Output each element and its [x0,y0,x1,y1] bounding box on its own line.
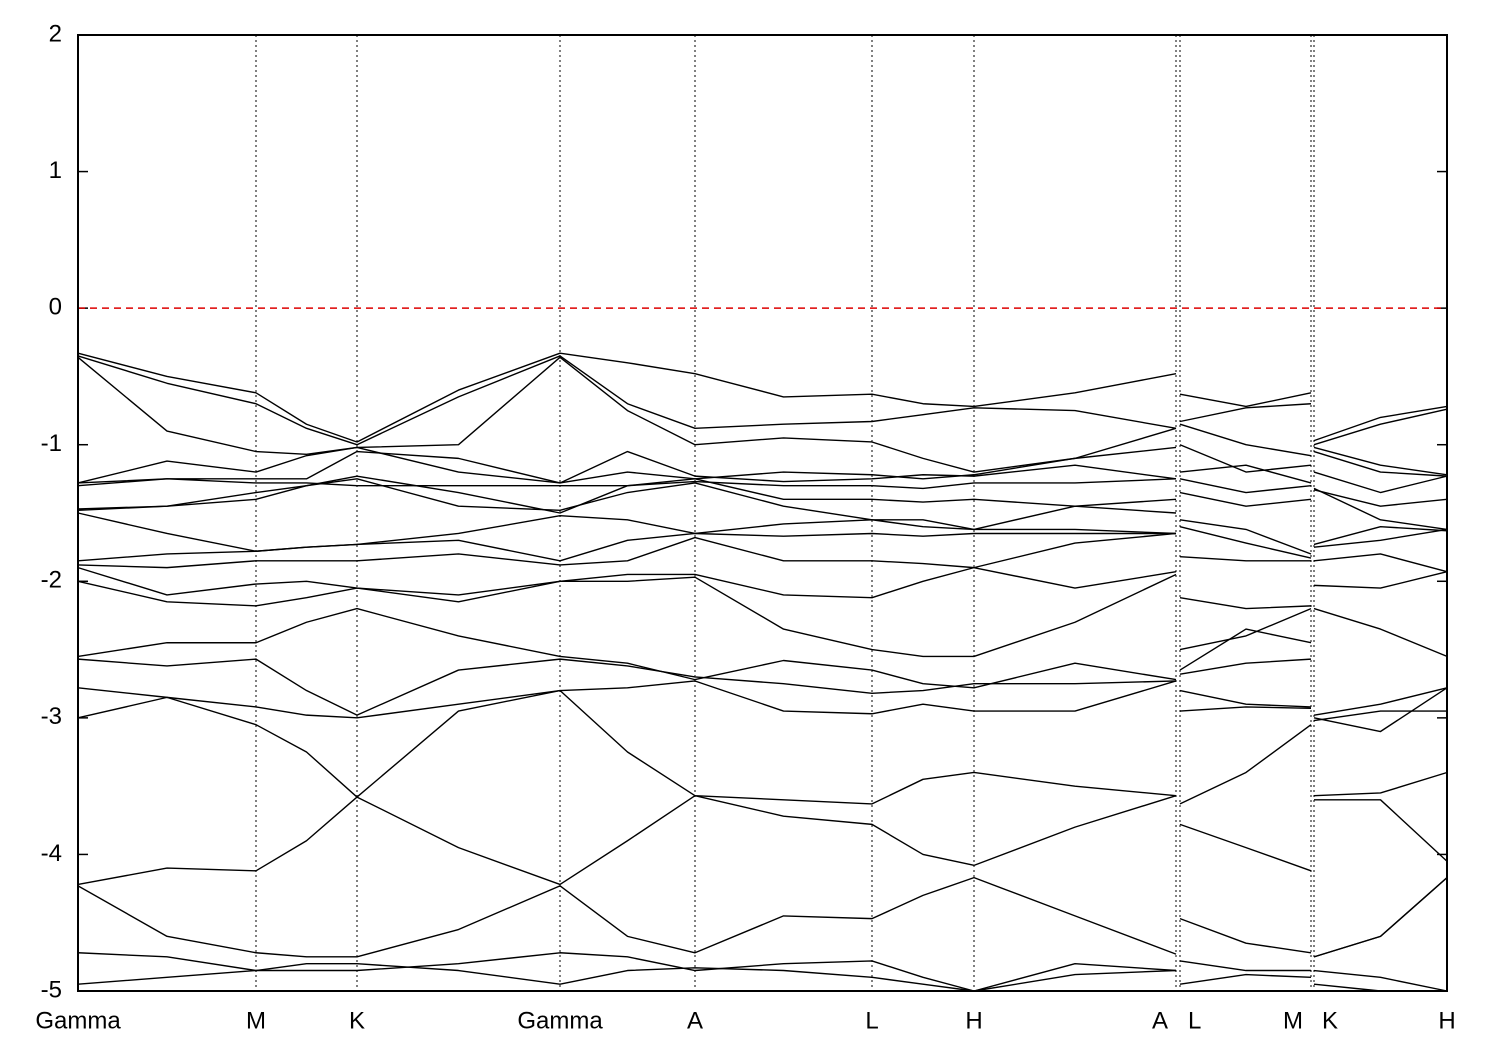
x-tick-label: Gamma [35,1007,121,1034]
band-line [77,450,1448,494]
band-line [77,952,1448,992]
x-tick-label: M [1283,1007,1303,1034]
x-tick-label: Gamma [517,1007,603,1034]
y-tick-label: 1 [49,157,62,184]
x-tick-label: L [865,1007,878,1034]
band-line [77,658,1447,722]
x-tick-label: A [687,1007,703,1034]
band-line [77,355,1448,446]
band-line [77,356,1448,476]
band-line [77,532,1448,610]
y-tick-label: -1 [41,430,62,457]
band-line [77,689,1448,862]
x-tick-label: K [349,1007,365,1034]
x-tick-label: H [965,1007,982,1034]
y-tick-label: -4 [41,840,62,867]
x-tick-label: K [1322,1007,1338,1034]
band-line [77,478,1448,555]
y-tick-label: -3 [41,703,62,730]
band-line [77,475,1448,514]
x-tick-label: L [1188,1007,1201,1034]
band-line [77,680,1448,797]
y-tick-label: -2 [41,567,62,594]
y-tick-label: 2 [49,20,62,47]
x-tick-label: H [1438,1007,1455,1034]
y-tick-label: -5 [41,976,62,1003]
band-line [77,876,1448,958]
y-tick-label: 0 [49,293,62,320]
plot-frame [77,34,1448,992]
band-line [77,566,1448,658]
band-line [77,573,1448,716]
band-line [77,352,1448,443]
band-line [77,532,1448,573]
x-tick-label: A [1152,1007,1168,1034]
x-tick-label: M [246,1007,266,1034]
